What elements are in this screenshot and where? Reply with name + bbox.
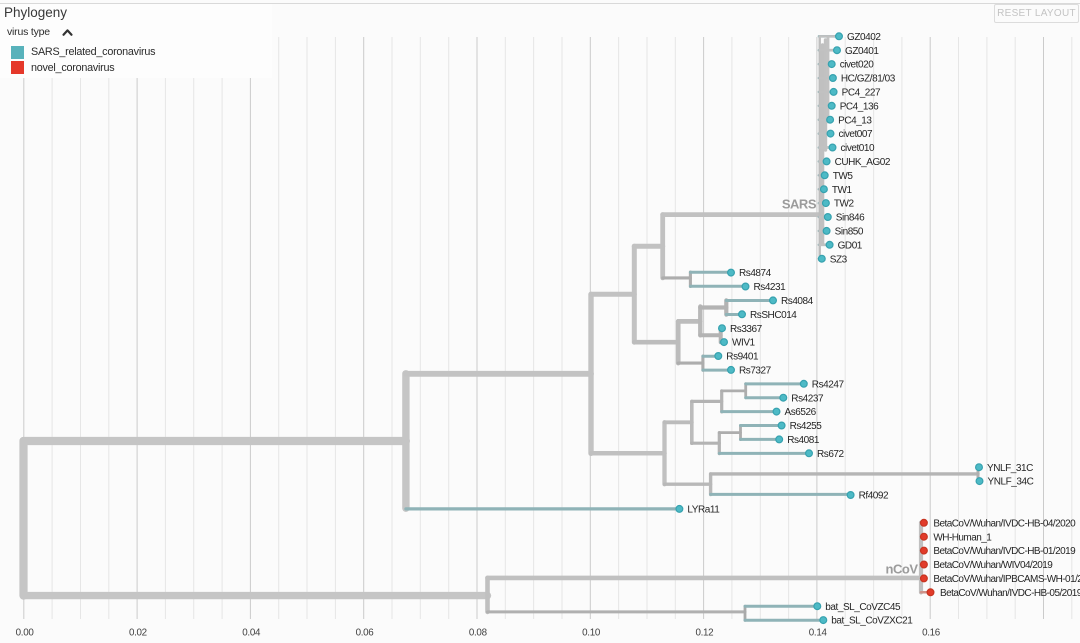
svg-text:BetaCoV/Wuhan/IVDC-HB-01/2019: BetaCoV/Wuhan/IVDC-HB-01/2019 [933, 546, 1076, 557]
svg-text:Sin846: Sin846 [836, 213, 865, 224]
svg-text:0.16: 0.16 [922, 628, 941, 639]
svg-text:As6526: As6526 [785, 407, 817, 418]
svg-text:Rs4247: Rs4247 [812, 379, 845, 390]
svg-text:Rs9401: Rs9401 [726, 352, 759, 363]
svg-text:0.02: 0.02 [129, 628, 147, 639]
svg-text:PC4_13: PC4_13 [838, 115, 872, 126]
svg-text:0.12: 0.12 [695, 628, 713, 639]
svg-text:SZ3: SZ3 [830, 254, 848, 265]
svg-text:TW2: TW2 [834, 199, 855, 210]
svg-text:Rf4092: Rf4092 [859, 491, 889, 502]
svg-text:civet020: civet020 [840, 60, 875, 71]
svg-text:0.06: 0.06 [356, 628, 375, 639]
svg-text:WH-Human_1: WH-Human_1 [933, 532, 992, 543]
svg-text:civet010: civet010 [841, 143, 876, 154]
svg-text:BetaCoV/Wuhan/IVDC-HB-05/2019: BetaCoV/Wuhan/IVDC-HB-05/2019 [940, 588, 1080, 599]
svg-text:0.10: 0.10 [582, 628, 601, 639]
svg-text:0.00: 0.00 [16, 628, 35, 639]
svg-text:Rs4255: Rs4255 [790, 421, 823, 432]
svg-text:GD01: GD01 [838, 240, 863, 251]
svg-text:PC4_227: PC4_227 [842, 88, 881, 99]
svg-text:0.04: 0.04 [242, 628, 261, 639]
svg-text:BetaCoV/Wuhan/IVDC-HB-04/2020: BetaCoV/Wuhan/IVDC-HB-04/2020 [933, 518, 1076, 529]
svg-text:BetaCoV/Wuhan/IPBCAMS-WH-01/20: BetaCoV/Wuhan/IPBCAMS-WH-01/2019 [933, 574, 1080, 585]
svg-text:BetaCoV/Wuhan/WIV04/2019: BetaCoV/Wuhan/WIV04/2019 [933, 560, 1053, 571]
svg-text:Rs4231: Rs4231 [754, 282, 787, 293]
svg-text:bat_SL_CoVZXC21: bat_SL_CoVZXC21 [831, 616, 913, 627]
svg-text:0.14: 0.14 [809, 628, 828, 639]
svg-text:HC/GZ/81/03: HC/GZ/81/03 [841, 74, 896, 85]
svg-text:Rs7327: Rs7327 [739, 366, 772, 377]
svg-text:YNLF_31C: YNLF_31C [987, 463, 1033, 474]
svg-text:GZ0401: GZ0401 [845, 46, 879, 57]
svg-text:Rs4084: Rs4084 [781, 296, 814, 307]
svg-text:Sin850: Sin850 [835, 227, 864, 238]
svg-text:nCoV: nCoV [886, 562, 919, 577]
svg-text:LYRa11: LYRa11 [687, 505, 720, 516]
svg-text:Rs672: Rs672 [817, 449, 845, 460]
svg-text:PC4_136: PC4_136 [840, 101, 879, 112]
svg-text:bat_SL_CoVZC45: bat_SL_CoVZC45 [825, 602, 901, 613]
svg-text:Rs4237: Rs4237 [791, 393, 824, 404]
svg-text:civet007: civet007 [839, 129, 874, 140]
svg-text:Rs4874: Rs4874 [739, 268, 772, 279]
svg-text:CUHK_AG02: CUHK_AG02 [835, 157, 891, 168]
svg-text:TW5: TW5 [833, 171, 854, 182]
svg-text:RsSHC014: RsSHC014 [750, 310, 797, 321]
svg-text:GZ0402: GZ0402 [847, 32, 881, 43]
svg-text:Rs3367: Rs3367 [730, 324, 763, 335]
svg-text:0.08: 0.08 [469, 628, 488, 639]
svg-text:Rs4081: Rs4081 [787, 435, 820, 446]
svg-text:WIV1: WIV1 [732, 338, 756, 349]
svg-text:TW1: TW1 [832, 185, 853, 196]
svg-text:SARS: SARS [782, 197, 817, 212]
svg-text:YNLF_34C: YNLF_34C [988, 477, 1034, 488]
